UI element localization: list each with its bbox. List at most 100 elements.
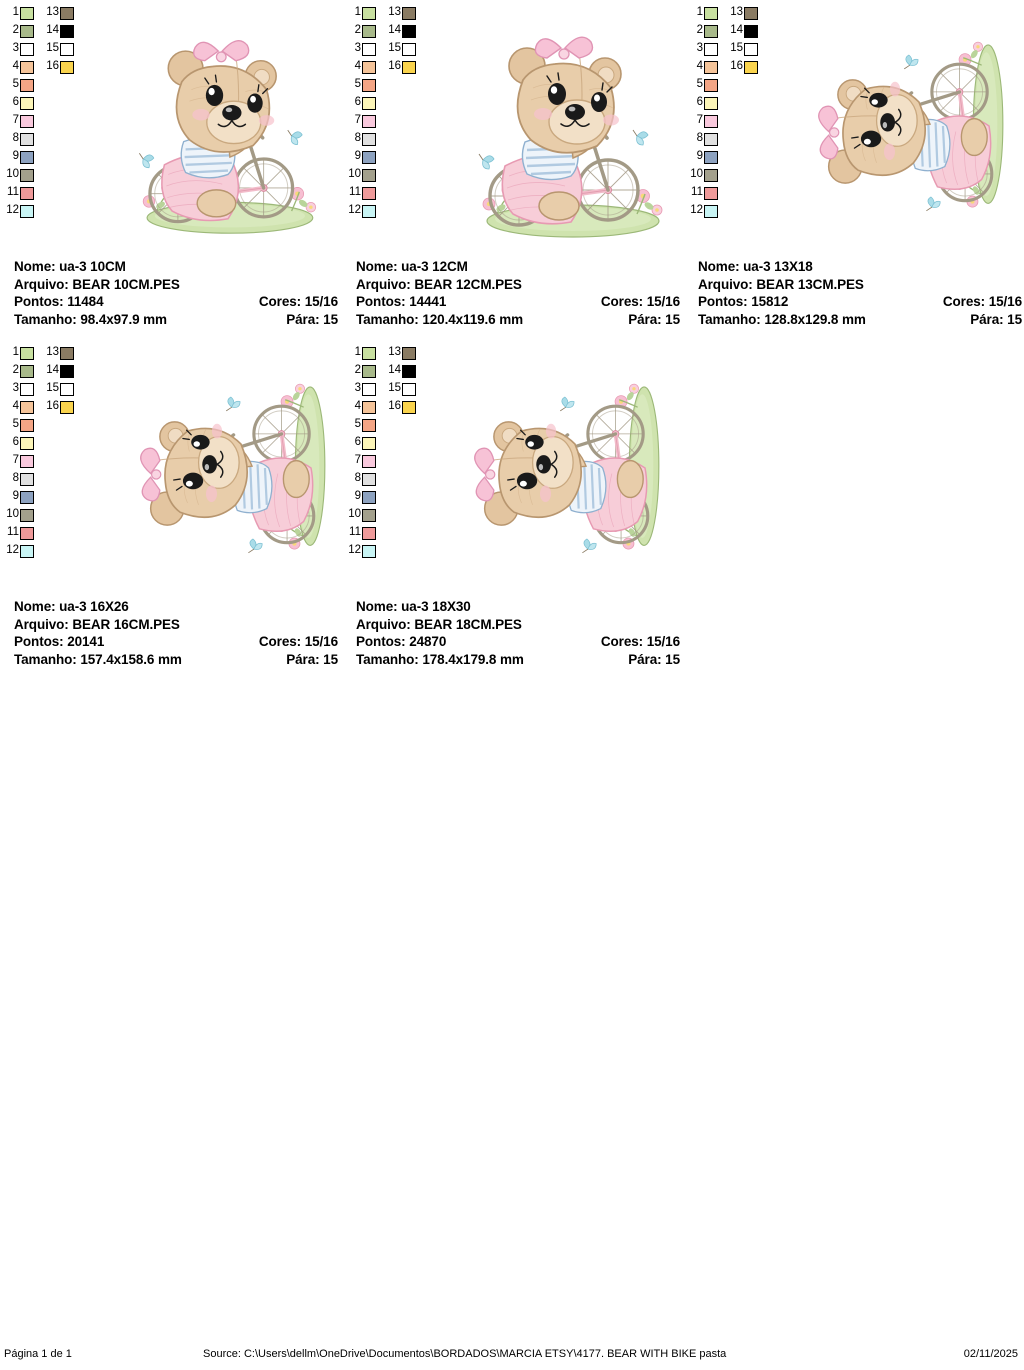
design-info: Nome: ua-3 13X18 Arquivo: BEAR 13CM.PES … bbox=[698, 258, 1024, 328]
palette-swatch bbox=[402, 6, 416, 20]
palette-index: 3 bbox=[354, 382, 361, 395]
palette-index: 11 bbox=[691, 186, 703, 199]
palette-entry: 16 bbox=[44, 58, 74, 76]
palette-swatch bbox=[20, 508, 34, 522]
palette-swatch bbox=[402, 42, 416, 56]
palette-entry: 12 bbox=[4, 202, 34, 220]
design-name: Nome: ua-3 18X30 bbox=[356, 599, 471, 614]
palette-entry: 1 bbox=[4, 344, 34, 362]
palette-index: 8 bbox=[696, 132, 703, 145]
design-size: Tamanho: 120.4x119.6 mm bbox=[356, 311, 524, 327]
palette-index: 4 bbox=[354, 60, 361, 73]
palette-index: 11 bbox=[349, 526, 361, 539]
palette-index: 15 bbox=[388, 382, 401, 395]
palette-index: 6 bbox=[696, 96, 703, 109]
design-size: Tamanho: 178.4x179.8 mm bbox=[356, 651, 524, 667]
palette-index: 4 bbox=[354, 400, 361, 413]
palette-entry: 8 bbox=[4, 130, 34, 148]
palette-column-left: 1 2 3 4 5 6 7 8 9 10 11 12 bbox=[346, 344, 376, 560]
palette-entry: 13 bbox=[386, 344, 416, 362]
design-preview: 1 2 3 4 5 6 7 8 9 10 11 12 13 14 15 bbox=[0, 0, 342, 240]
palette-entry: 4 bbox=[688, 58, 718, 76]
palette-entry: 7 bbox=[346, 112, 376, 130]
palette-entry: 13 bbox=[44, 344, 74, 362]
palette-index: 8 bbox=[12, 132, 19, 145]
palette-index: 3 bbox=[354, 42, 361, 55]
palette-swatch bbox=[704, 96, 718, 110]
design-name: Nome: ua-3 13X18 bbox=[698, 259, 813, 274]
palette-index: 3 bbox=[12, 42, 19, 55]
palette-index: 7 bbox=[12, 114, 19, 127]
palette-swatch bbox=[20, 382, 34, 396]
palette-entry: 3 bbox=[688, 40, 718, 58]
palette-entry: 2 bbox=[688, 22, 718, 40]
palette-swatch bbox=[362, 526, 376, 540]
palette-swatch bbox=[402, 24, 416, 38]
design-name: Nome: ua-3 10CM bbox=[14, 259, 126, 274]
palette-swatch bbox=[402, 400, 416, 414]
palette-swatch bbox=[704, 132, 718, 146]
design-stitches: Pontos: 15812 bbox=[698, 294, 789, 310]
palette-index: 16 bbox=[46, 400, 59, 413]
palette-entry: 4 bbox=[4, 398, 34, 416]
palette-index: 16 bbox=[46, 60, 59, 73]
design-artwork-rotated bbox=[118, 362, 340, 574]
design-card: 1 2 3 4 5 6 7 8 9 10 11 12 13 14 15 bbox=[0, 0, 342, 340]
palette-index: 9 bbox=[354, 490, 361, 503]
design-info: Nome: ua-3 18X30 Arquivo: BEAR 18CM.PES … bbox=[356, 598, 684, 668]
palette-entry: 14 bbox=[44, 22, 74, 40]
palette-entry: 2 bbox=[4, 22, 34, 40]
palette-swatch bbox=[744, 60, 758, 74]
palette-entry: 10 bbox=[4, 506, 34, 524]
palette-entry: 16 bbox=[44, 398, 74, 416]
palette-entry: 16 bbox=[386, 398, 416, 416]
palette-entry: 9 bbox=[4, 148, 34, 166]
palette-index: 1 bbox=[12, 346, 19, 359]
palette-swatch bbox=[362, 24, 376, 38]
palette-index: 8 bbox=[12, 472, 19, 485]
palette-swatch bbox=[20, 436, 34, 450]
palette-index: 14 bbox=[730, 24, 743, 37]
palette-column-right: 13 14 15 16 bbox=[386, 4, 416, 76]
palette-swatch bbox=[20, 24, 34, 38]
palette-swatch bbox=[362, 382, 376, 396]
palette-index: 11 bbox=[7, 526, 19, 539]
palette-swatch bbox=[362, 472, 376, 486]
palette-entry: 3 bbox=[4, 380, 34, 398]
palette-index: 12 bbox=[6, 204, 19, 217]
palette-index: 5 bbox=[12, 418, 19, 431]
palette-swatch bbox=[402, 364, 416, 378]
palette-swatch bbox=[362, 132, 376, 146]
palette-index: 9 bbox=[12, 150, 19, 163]
palette-swatch bbox=[704, 42, 718, 56]
design-colors: Cores: 15/16 bbox=[258, 634, 338, 650]
palette-entry: 15 bbox=[44, 40, 74, 58]
palette-entry: 13 bbox=[728, 4, 758, 22]
design-colors: Cores: 15/16 bbox=[942, 294, 1022, 310]
design-stitches: Pontos: 11484 bbox=[14, 294, 104, 310]
palette-index: 1 bbox=[12, 6, 19, 19]
palette-swatch bbox=[60, 60, 74, 74]
palette-swatch bbox=[704, 150, 718, 164]
palette-swatch bbox=[704, 6, 718, 20]
palette-entry: 3 bbox=[346, 380, 376, 398]
palette-entry: 7 bbox=[4, 452, 34, 470]
palette-swatch bbox=[20, 346, 34, 360]
palette-swatch bbox=[704, 204, 718, 218]
palette-swatch bbox=[362, 400, 376, 414]
palette-entry: 15 bbox=[728, 40, 758, 58]
palette-swatch bbox=[744, 42, 758, 56]
palette-entry: 9 bbox=[346, 488, 376, 506]
palette-swatch bbox=[20, 78, 34, 92]
design-preview: 1 2 3 4 5 6 7 8 9 10 11 12 13 14 15 bbox=[0, 340, 342, 580]
palette-index: 5 bbox=[696, 78, 703, 91]
design-artwork bbox=[122, 22, 334, 244]
palette-index: 10 bbox=[348, 168, 361, 181]
palette-entry: 10 bbox=[346, 506, 376, 524]
design-name: Nome: ua-3 12CM bbox=[356, 259, 468, 274]
palette-entry: 9 bbox=[346, 148, 376, 166]
design-stitches: Pontos: 14441 bbox=[356, 294, 447, 310]
design-stops: Pára: 15 bbox=[286, 651, 338, 667]
palette-index: 8 bbox=[354, 472, 361, 485]
palette-entry: 15 bbox=[386, 40, 416, 58]
